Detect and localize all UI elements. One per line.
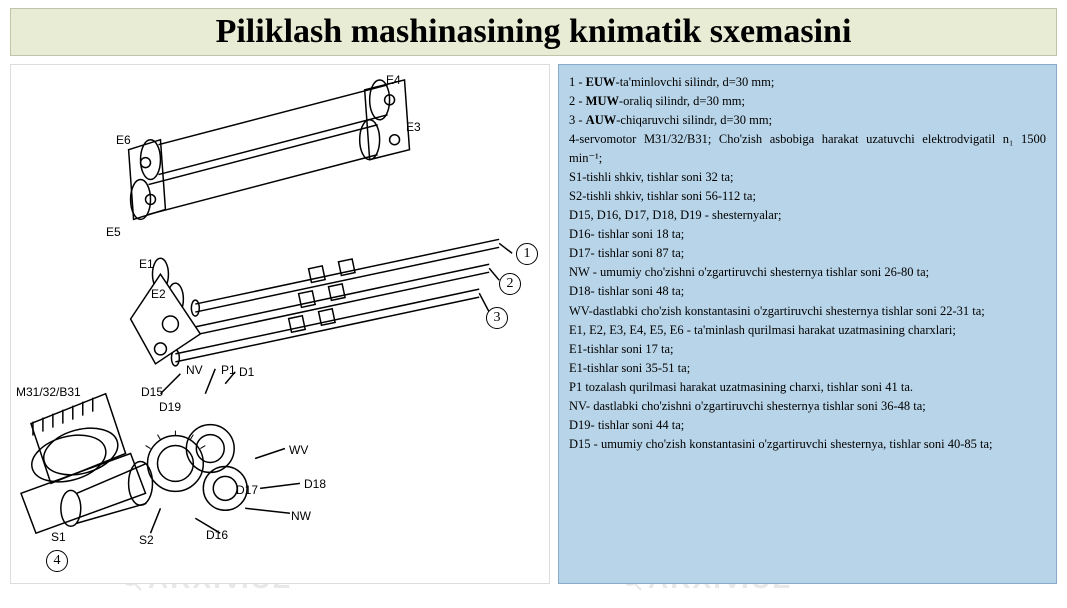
label-s2: S2 <box>139 533 154 547</box>
label-e1: E1 <box>139 257 154 271</box>
content-area: E4 E3 E6 E5 E1 E2 NV P1 D1 D15 D19 WV D1… <box>10 64 1057 584</box>
legend-line: WV-dastlabki cho'zish konstantasini o'zg… <box>569 302 1046 320</box>
callout-3: 3 <box>486 307 508 329</box>
label-s1: S1 <box>51 530 66 544</box>
legend-panel: 1 - EUW-ta'minlovchi silindr, d=30 mm;2 … <box>558 64 1057 584</box>
label-d1: D1 <box>239 365 254 379</box>
label-e5: E5 <box>106 225 121 239</box>
legend-line: P1 tozalash qurilmasi harakat uzatmasini… <box>569 378 1046 396</box>
label-d16: D16 <box>206 528 228 542</box>
legend-line: D17- tishlar soni 87 ta; <box>569 244 1046 262</box>
label-motor: M31/32/B31 <box>16 385 81 399</box>
legend-line: D19- tishlar soni 44 ta; <box>569 416 1046 434</box>
legend-line: S1-tishli shkiv, tishlar soni 32 ta; <box>569 168 1046 186</box>
callout-4: 4 <box>46 550 68 572</box>
label-e6: E6 <box>116 133 131 147</box>
legend-line: E1, E2, E3, E4, E5, E6 - ta'minlash quri… <box>569 321 1046 339</box>
label-nv: NV <box>186 363 203 377</box>
callout-1: 1 <box>516 243 538 265</box>
label-p1: P1 <box>221 363 236 377</box>
kinematic-diagram: E4 E3 E6 E5 E1 E2 NV P1 D1 D15 D19 WV D1… <box>10 64 550 584</box>
label-wv: WV <box>289 443 308 457</box>
legend-line: NW - umumiy cho'zishni o'zgartiruvchi sh… <box>569 263 1046 281</box>
label-e3: E3 <box>406 120 421 134</box>
legend-line: 4-servomotor M31/32/B31; Cho'zish asbobi… <box>569 130 1046 166</box>
legend-line: D16- tishlar soni 18 ta; <box>569 225 1046 243</box>
legend-line: S2-tishli shkiv, tishlar soni 56-112 ta; <box>569 187 1046 205</box>
legend-line: 2 - MUW-oraliq silindr, d=30 mm; <box>569 92 1046 110</box>
label-d17: D17 <box>236 483 258 497</box>
legend-line: E1-tishlar soni 17 ta; <box>569 340 1046 358</box>
label-d15: D15 <box>141 385 163 399</box>
title-bar: Piliklash mashinasining knimatik sxemasi… <box>10 8 1057 56</box>
legend-line: D15, D16, D17, D18, D19 - shesternyalar; <box>569 206 1046 224</box>
label-d18: D18 <box>304 477 326 491</box>
callout-2: 2 <box>499 273 521 295</box>
legend-line: D18- tishlar soni 48 ta; <box>569 282 1046 300</box>
label-d19: D19 <box>159 400 181 414</box>
legend-line: NV- dastlabki cho'zishni o'zgartiruvchi … <box>569 397 1046 415</box>
legend-line: D15 - umumiy cho'zish konstantasini o'zg… <box>569 435 1046 453</box>
legend-line: E1-tishlar soni 35-51 ta; <box>569 359 1046 377</box>
diagram-svg <box>11 65 549 583</box>
legend-line: 3 - AUW-chiqaruvchi silindr, d=30 mm; <box>569 111 1046 129</box>
label-nw: NW <box>291 509 311 523</box>
label-e4: E4 <box>386 73 401 87</box>
page-title: Piliklash mashinasining knimatik sxemasi… <box>11 13 1056 51</box>
label-e2: E2 <box>151 287 166 301</box>
legend-line: 1 - EUW-ta'minlovchi silindr, d=30 mm; <box>569 73 1046 91</box>
